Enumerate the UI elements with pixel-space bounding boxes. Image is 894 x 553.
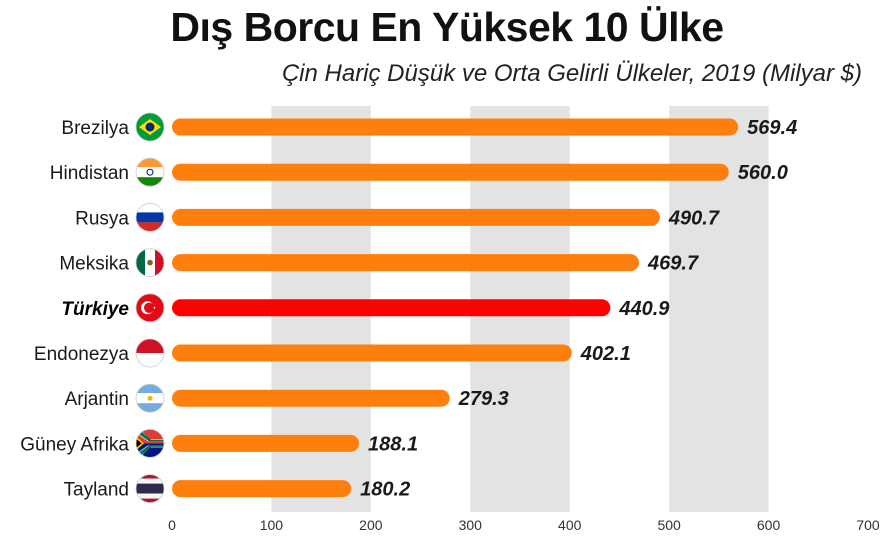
category-label: Tayland: [64, 480, 130, 501]
bar-8: [172, 434, 360, 452]
x-tick-label: 300: [459, 517, 483, 533]
bar-2: [172, 163, 729, 181]
value-labels: 569.4 560.0 490.7 469.7 440.9 402.1 279.3 188.1…: [360, 117, 797, 501]
south-africa-flag-icon: [135, 428, 165, 458]
india-flag-icon: [135, 157, 165, 187]
category-label: Endonezya: [34, 344, 130, 365]
category-label: Türkiye: [61, 299, 129, 320]
value-label: 560.0: [738, 162, 788, 184]
thailand-flag-icon: [135, 474, 165, 504]
value-label: 402.1: [580, 343, 631, 365]
bar-1: [172, 118, 739, 136]
x-tick-label: 700: [856, 517, 880, 533]
bar-9: [172, 480, 352, 498]
indonesia-flag-icon: [135, 338, 165, 368]
value-label: 440.9: [618, 298, 670, 320]
category-label: Güney Afrika: [20, 434, 129, 455]
x-tick-label: 500: [657, 517, 681, 533]
x-tick-label: 600: [757, 517, 781, 533]
value-label: 469.7: [647, 253, 699, 275]
value-label: 188.1: [368, 433, 418, 455]
category-label: Meksika: [59, 254, 129, 275]
value-label: 279.3: [458, 388, 509, 410]
page-subtitle: Çin Hariç Düşük ve Orta Gelirli Ülkeler,…: [281, 60, 862, 87]
value-label: 490.7: [668, 207, 720, 229]
bars-group: [172, 118, 739, 498]
category-label: Hindistan: [50, 163, 129, 184]
value-label: 180.2: [360, 479, 410, 501]
bar-3: [172, 208, 660, 226]
bar-6: [172, 344, 572, 362]
x-tick-label: 400: [558, 517, 582, 533]
brazil-flag-icon: [135, 112, 165, 142]
bar-5: [172, 299, 611, 317]
russia-flag-icon: [135, 202, 165, 232]
category-label: Brezilya: [61, 118, 129, 139]
x-tick-label: 200: [359, 517, 383, 533]
flags-group: [135, 112, 165, 504]
bar-4: [172, 254, 640, 272]
value-label: 569.4: [747, 117, 797, 139]
x-axis: 0 100 200 300 400 500 600 700: [168, 517, 880, 533]
mexico-flag-icon: [135, 248, 165, 278]
turkey-flag-icon: [135, 293, 165, 323]
category-label: Arjantin: [65, 389, 129, 410]
x-tick-label: 0: [168, 517, 176, 533]
argentina-flag-icon: [135, 383, 165, 413]
category-label: Rusya: [75, 208, 129, 229]
x-tick-label: 100: [260, 517, 284, 533]
bar-7: [172, 389, 450, 407]
page-title: Dış Borcu En Yüksek 10 Ülke: [170, 4, 724, 50]
category-labels: Brezilya Hindistan Rusya Meksika Türkiye Endo…: [20, 118, 129, 501]
